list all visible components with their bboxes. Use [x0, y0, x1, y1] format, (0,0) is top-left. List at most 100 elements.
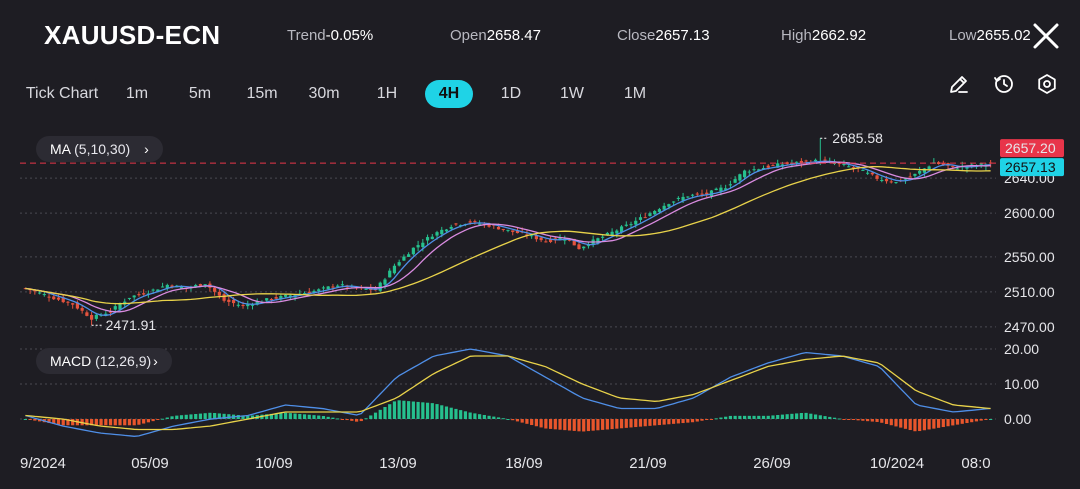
macd-histogram-bar	[293, 413, 297, 419]
macd-histogram-bar	[880, 419, 884, 423]
tab-1m[interactable]: 1m	[125, 85, 149, 102]
macd-histogram-bar	[738, 415, 742, 419]
ma-indicator-button[interactable]: MA (5,10,30) ›	[36, 136, 163, 162]
macd-histogram-bar	[766, 415, 770, 419]
macd-histogram-bar	[553, 419, 557, 430]
candle-body	[662, 205, 666, 210]
tab-4h[interactable]: 4H	[425, 80, 473, 108]
candle-body	[686, 196, 690, 198]
settings-icon[interactable]	[1035, 72, 1059, 96]
candle-body	[951, 165, 955, 167]
macd-histogram-bar	[137, 419, 141, 425]
tab-1d[interactable]: 1D	[500, 85, 522, 102]
candle-body	[165, 284, 169, 289]
candle-body	[61, 297, 65, 303]
y-tick-label: 2510.00	[1004, 284, 1055, 300]
macd-histogram-bar	[501, 418, 505, 420]
candle-body	[936, 162, 941, 164]
candle-body	[610, 231, 614, 236]
macd-histogram-bar	[690, 419, 695, 423]
macd-histogram-bar	[440, 405, 444, 419]
macd-histogram-bar	[520, 419, 524, 423]
macd-histogram-bar	[265, 414, 269, 419]
tab-1w[interactable]: 1W	[560, 85, 584, 102]
tab-15m[interactable]: 15m	[246, 85, 278, 102]
macd-histogram-bar	[160, 418, 165, 420]
candle-body	[605, 232, 609, 236]
pencil-icon[interactable]	[947, 72, 971, 96]
tab-1mo[interactable]: 1M	[623, 85, 647, 102]
macd-histogram-bar	[899, 419, 903, 428]
macd-histogram-bar	[71, 419, 75, 426]
macd-histogram-bar	[487, 415, 491, 419]
macd-histogram-bar	[194, 413, 198, 419]
macd-histogram-bar	[227, 414, 231, 419]
candle-body	[468, 221, 472, 223]
candle-body	[203, 284, 207, 286]
close-icon[interactable]	[1030, 20, 1062, 52]
macd-histogram-bar	[629, 419, 633, 428]
open-stat: Open2658.47	[450, 27, 541, 44]
macd-histogram-bar	[903, 419, 908, 429]
candle-body	[511, 230, 515, 232]
x-tick-label: 05/09	[131, 455, 169, 472]
candle-body	[913, 173, 917, 176]
history-icon[interactable]	[992, 72, 1016, 96]
candle-body	[421, 242, 425, 248]
macd-histogram-bar	[709, 419, 714, 420]
macd-histogram-bar	[142, 419, 146, 424]
macd-histogram-bar	[85, 419, 89, 426]
macd-histogram-bar	[851, 419, 856, 420]
candle-body	[927, 166, 931, 170]
candle-body	[336, 285, 340, 287]
macd-indicator-button[interactable]: MACD (12,26,9) ›	[36, 348, 172, 374]
macd-histogram-bar	[326, 416, 330, 419]
macd-histogram-bar	[364, 418, 368, 420]
macd-histogram-bar	[728, 415, 732, 419]
candle-body	[52, 296, 56, 300]
macd-histogram-bar	[274, 413, 278, 419]
macd-histogram-bar	[530, 419, 534, 426]
x-tick-label: 9/2024	[20, 455, 66, 472]
macd-histogram-bar	[558, 419, 562, 430]
macd-histogram-bar	[317, 415, 321, 419]
tab-30m[interactable]: 30m	[308, 85, 340, 102]
macd-histogram-bar	[307, 414, 311, 419]
macd-histogram-bar	[298, 413, 302, 419]
candle-body	[965, 166, 969, 169]
candle-body	[274, 297, 278, 299]
macd-histogram-bar	[572, 419, 576, 431]
macd-histogram-bar	[492, 416, 496, 419]
tab-1h[interactable]: 1H	[376, 85, 398, 102]
macd-histogram-bar	[37, 419, 42, 422]
low-annotation: 2471.91	[106, 317, 157, 333]
macd-histogram-bar	[198, 413, 203, 419]
tab-tick-chart[interactable]: Tick Chart	[25, 85, 99, 102]
candle-body	[496, 226, 501, 230]
macd-histogram-bar	[478, 414, 482, 419]
macd-histogram-bar	[870, 419, 874, 422]
candle-body	[321, 287, 326, 289]
tab-5m[interactable]: 5m	[188, 85, 212, 102]
macd-histogram-bar	[951, 419, 955, 426]
candle-body	[709, 190, 714, 197]
macd-histogram-bar	[383, 407, 387, 419]
candle-body	[804, 160, 808, 162]
macd-histogram-bar	[591, 419, 595, 431]
ma5-line	[25, 160, 991, 316]
macd-histogram-bar	[908, 419, 912, 431]
candle-body	[866, 172, 870, 174]
candle-body	[170, 285, 174, 288]
candle-body	[657, 209, 662, 212]
candle-body	[676, 197, 680, 199]
candle-body	[894, 182, 898, 184]
candle-body	[284, 294, 288, 297]
candle-body	[156, 289, 160, 293]
signal-line	[25, 355, 991, 431]
axis-labels: 2470.002510.002550.002600.002640.000.001…	[20, 130, 1064, 472]
candle-body	[85, 312, 89, 316]
macd-histogram-bar	[454, 408, 458, 419]
macd-histogram-bar	[605, 419, 609, 430]
candle-body	[151, 289, 155, 291]
